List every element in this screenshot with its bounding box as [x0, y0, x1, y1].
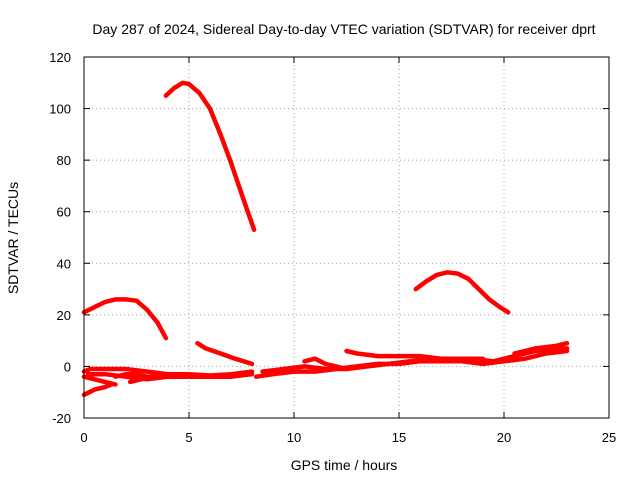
axis-ticks: 0 5 10 15 20 25 -20 0 20 40 60 80 100 120 — [49, 50, 616, 445]
y-tick-label: 120 — [49, 50, 71, 65]
series-arc-3 — [195, 340, 255, 367]
x-tick-label: 10 — [287, 430, 301, 445]
series-arc-1 — [81, 297, 169, 341]
series-group — [81, 80, 570, 398]
series-arc-4 — [413, 270, 511, 315]
y-tick-label: 40 — [57, 256, 71, 271]
y-tick-label: -20 — [52, 411, 71, 426]
y-tick-label: 60 — [57, 205, 71, 220]
y-tick-label: 80 — [57, 153, 71, 168]
y-tick-label: 100 — [49, 102, 71, 117]
chart-title: Day 287 of 2024, Sidereal Day-to-day VTE… — [92, 21, 595, 37]
series-arc-2 — [163, 80, 257, 233]
series-arc-12 — [260, 346, 570, 374]
plot-frame — [83, 56, 610, 419]
x-axis-label: GPS time / hours — [291, 457, 398, 473]
x-tick-label: 0 — [80, 430, 87, 445]
series-arc-13 — [344, 348, 486, 361]
grid — [84, 57, 609, 418]
series-arc-8 — [85, 371, 255, 382]
series-arc-6 — [81, 374, 118, 387]
x-tick-label: 25 — [602, 430, 616, 445]
x-tick-label: 20 — [497, 430, 511, 445]
y-tick-label: 20 — [57, 308, 71, 323]
series-arc-14 — [512, 340, 570, 356]
series-arc-10 — [127, 375, 154, 385]
series-arc-15 — [302, 356, 349, 372]
x-tick-label: 15 — [392, 430, 406, 445]
series-arc-5 — [81, 382, 114, 398]
y-axis-label: SDTVAR / TECUs — [5, 182, 21, 294]
y-tick-label: 0 — [64, 359, 71, 374]
x-tick-label: 5 — [185, 430, 192, 445]
